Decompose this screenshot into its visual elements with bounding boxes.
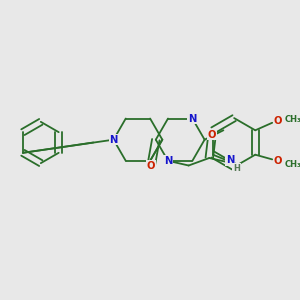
Text: CH₃: CH₃ — [284, 160, 300, 169]
Text: O: O — [274, 156, 282, 166]
Text: N: N — [109, 135, 118, 145]
Text: O: O — [147, 161, 155, 171]
Text: O: O — [208, 130, 216, 140]
Text: CH₃: CH₃ — [284, 115, 300, 124]
Text: N: N — [188, 113, 196, 124]
Text: H: H — [233, 164, 240, 173]
Text: O: O — [274, 116, 282, 126]
Text: N: N — [164, 156, 172, 166]
Text: N: N — [226, 155, 234, 165]
